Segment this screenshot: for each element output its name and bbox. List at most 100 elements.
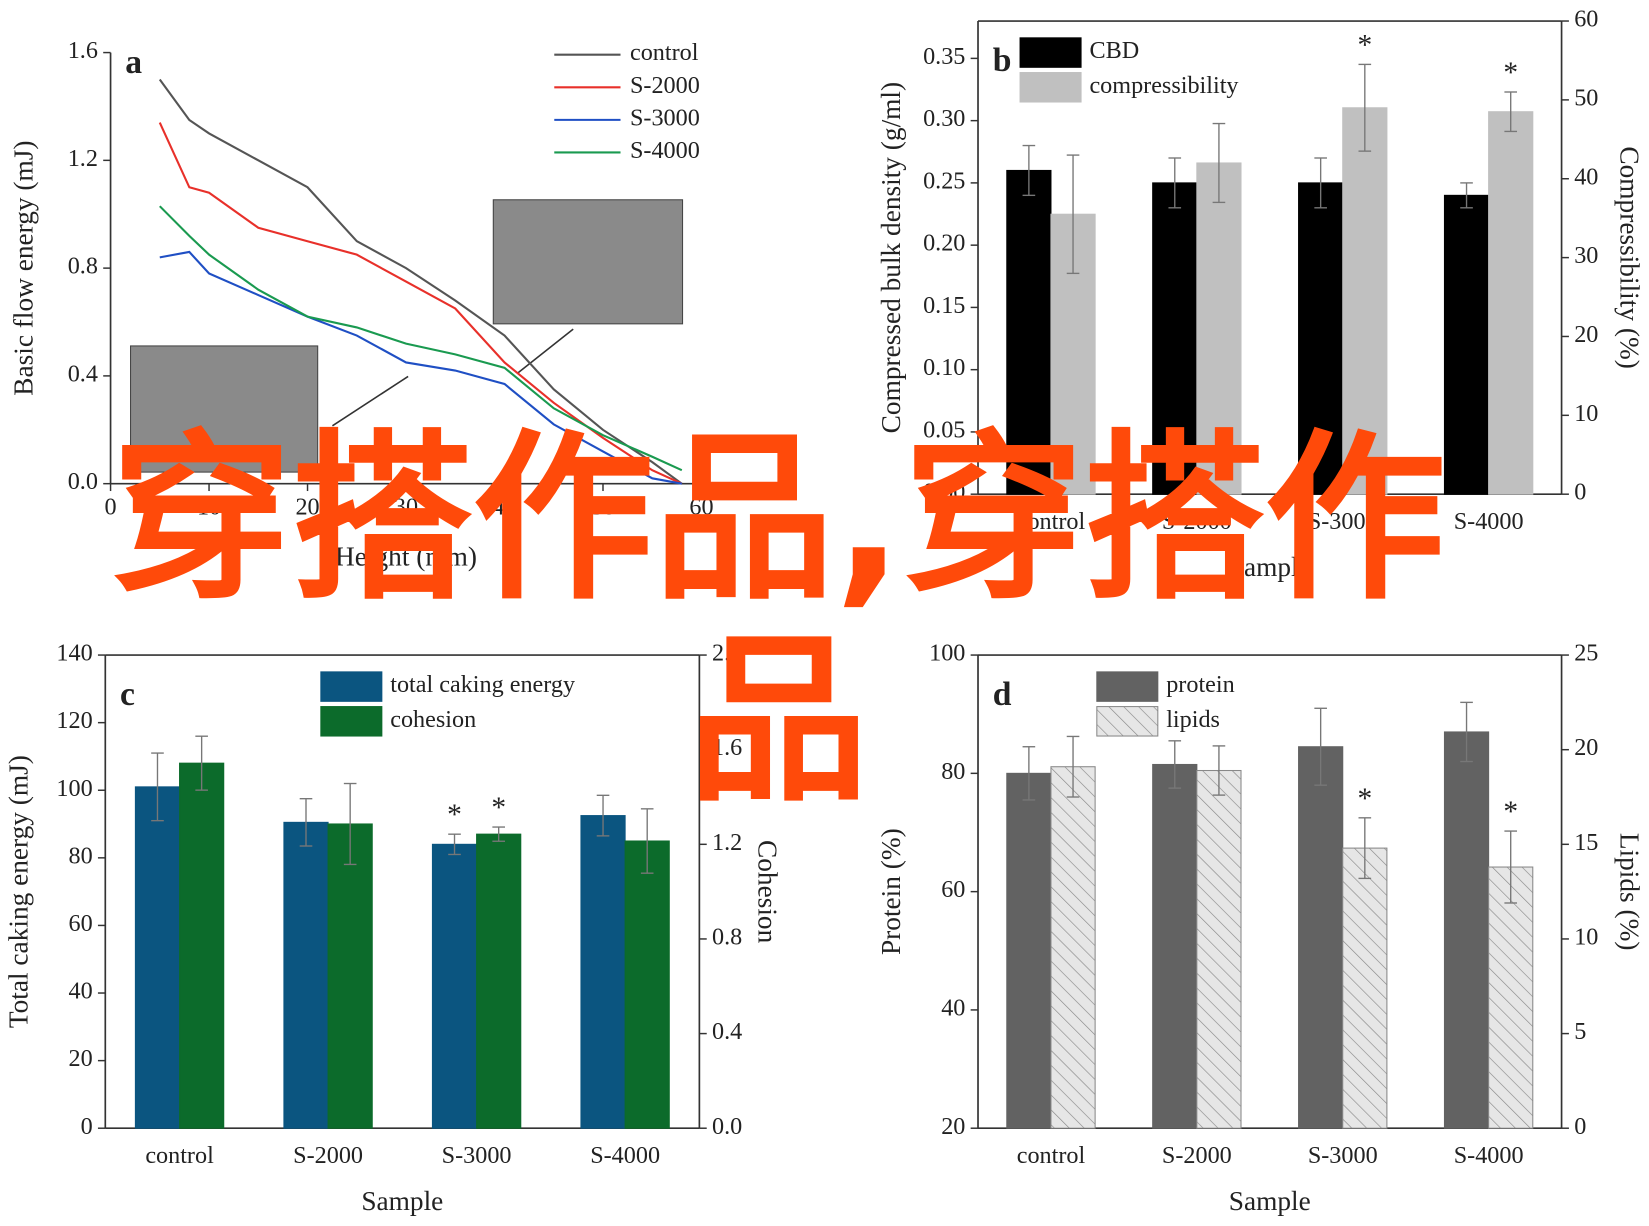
y2-tick-label: 5	[1574, 1018, 1586, 1045]
data-line	[159, 205, 683, 472]
x-tick-label: S-3000	[1308, 1142, 1378, 1169]
x-tick-label: S-4000	[1454, 508, 1524, 535]
y2-tick-label: 0.4	[712, 1018, 742, 1045]
bar	[1006, 772, 1052, 1129]
bar	[1196, 162, 1242, 495]
arrow	[516, 328, 574, 374]
y2-tick-label: 1.6	[712, 734, 742, 761]
x-axis-label: Height (mm)	[335, 542, 477, 572]
x-tick-label: S-2000	[293, 1142, 363, 1169]
x-axis-label: Sample	[361, 1186, 443, 1216]
x-tick-label: S-3000	[1308, 508, 1378, 535]
y2-tick-label: 0.0	[712, 1113, 742, 1140]
y-tick-label: 1.6	[68, 37, 98, 64]
y2-tick-label: 20	[1574, 734, 1598, 761]
panel-label: a	[125, 44, 142, 81]
y-tick-label: 80	[941, 758, 965, 785]
panel-label: c	[120, 676, 135, 713]
sem-image	[130, 345, 319, 473]
y2-axis-label: Cohesion	[752, 840, 782, 944]
x-tick-label: 30	[394, 493, 418, 520]
legend-swatch	[1019, 72, 1082, 103]
y-tick-label: 60	[69, 910, 93, 937]
legend-label: compressibility	[1089, 72, 1238, 99]
bar	[1006, 169, 1052, 495]
bar	[1298, 746, 1344, 1129]
y-tick-label: 60	[941, 876, 965, 903]
legend-label: protein	[1166, 671, 1234, 698]
y2-tick-label: 20	[1574, 321, 1598, 348]
y-tick-label: 0.0	[68, 468, 98, 495]
legend-label: control	[630, 39, 699, 66]
y-tick-label: 0	[81, 1113, 93, 1140]
x-tick-label: S-3000	[442, 1142, 512, 1169]
y-axis-label: Compressed bulk density (g/ml)	[876, 82, 906, 433]
data-line	[159, 250, 683, 485]
significance-mark: *	[1357, 29, 1372, 61]
bar	[1152, 763, 1198, 1129]
y2-axis-label: Lipids (%)	[1614, 833, 1644, 951]
x-tick-label: S-2000	[1162, 508, 1232, 535]
y2-tick-label: 0.8	[712, 923, 742, 950]
y-tick-label: 0.15	[923, 292, 965, 319]
x-tick-label: 50	[591, 493, 615, 520]
x-tick-label: 60	[689, 493, 713, 520]
y2-tick-label: 15	[1574, 829, 1598, 856]
y-tick-label: 0.35	[923, 43, 965, 70]
y-tick-label: 140	[56, 640, 92, 667]
legend-swatch	[320, 706, 383, 737]
data-line	[158, 122, 683, 485]
x-tick-label: S-4000	[1454, 1142, 1524, 1169]
legend-label: cohesion	[390, 706, 476, 733]
y-tick-label: 120	[56, 707, 92, 734]
y-tick-label: 20	[941, 1113, 965, 1140]
y-tick-label: 1.2	[68, 145, 98, 172]
y-tick-label: 0.20	[923, 230, 965, 257]
bar	[624, 840, 670, 1129]
bar	[1196, 769, 1242, 1129]
x-tick-label: control	[1017, 508, 1086, 535]
bar	[476, 833, 522, 1129]
y-tick-label: 100	[56, 775, 92, 802]
overlay-box: 穿搭作品,穿搭作品	[110, 418, 1446, 827]
sem-images	[130, 199, 684, 473]
bar	[1488, 111, 1534, 495]
y-tick-label: 0.05	[923, 416, 965, 443]
significance-mark: *	[1503, 57, 1518, 89]
y2-tick-label: 40	[1574, 163, 1598, 190]
legend-label: S-4000	[630, 137, 700, 164]
y-tick-label: 40	[69, 978, 93, 1005]
bar	[327, 823, 373, 1129]
x-tick-label: 20	[295, 493, 319, 520]
y2-tick-label: 10	[1574, 400, 1598, 427]
data-line	[158, 78, 683, 485]
y-tick-label: 0.10	[923, 354, 965, 381]
y2-tick-label: 30	[1574, 242, 1598, 269]
overlay-text: 穿搭作品,穿搭作品	[110, 418, 1446, 827]
y-tick-label: 0.8	[68, 253, 98, 280]
significance-mark: *	[491, 792, 506, 824]
y-tick-label: 0.25	[923, 167, 965, 194]
bar	[134, 786, 181, 1129]
y2-tick-label: 0	[1574, 1113, 1586, 1140]
significance-mark: *	[1503, 796, 1518, 828]
arrow	[331, 375, 409, 427]
significance-mark: *	[1357, 783, 1372, 815]
legend-label: S-3000	[630, 104, 700, 131]
legend-label: total caking energy	[390, 671, 575, 698]
y2-tick-label: 50	[1574, 84, 1598, 111]
bar	[179, 762, 225, 1129]
significance-mark: *	[447, 799, 462, 831]
x-tick-label: 0	[105, 493, 117, 520]
legend-swatch	[1096, 671, 1159, 702]
x-tick-label: 40	[492, 493, 516, 520]
y2-tick-label: 1.2	[712, 829, 742, 856]
bar	[431, 843, 478, 1129]
y-tick-label: 40	[941, 994, 965, 1021]
x-tick-label: S-2000	[1162, 1142, 1232, 1169]
bar	[1342, 847, 1388, 1129]
bar	[1443, 194, 1490, 495]
y2-tick-label: 25	[1574, 640, 1598, 667]
bar	[1488, 866, 1534, 1129]
